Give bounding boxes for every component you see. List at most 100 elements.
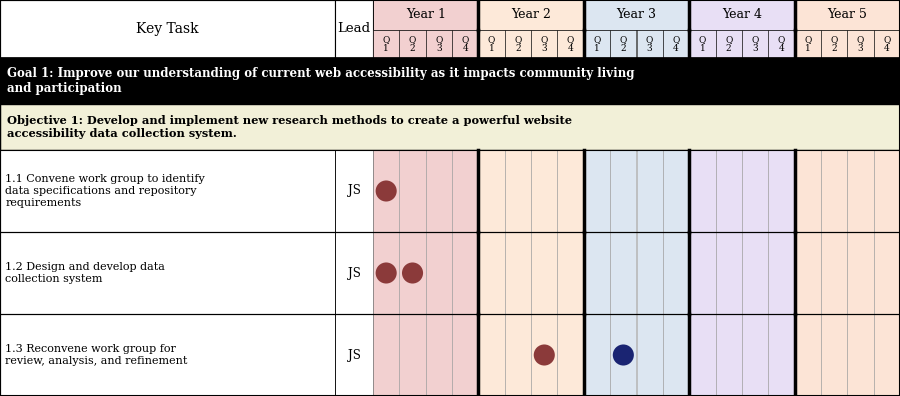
Text: Year 5: Year 5 (827, 8, 868, 21)
Bar (716, 314, 742, 396)
Bar (373, 314, 400, 396)
Bar (689, 30, 716, 58)
Bar (452, 314, 479, 396)
Bar (505, 232, 531, 314)
Text: Q
4: Q 4 (567, 35, 574, 53)
Ellipse shape (534, 345, 554, 366)
Text: Q
4: Q 4 (778, 35, 785, 53)
Ellipse shape (375, 263, 397, 284)
Text: Q
2: Q 2 (514, 35, 522, 53)
Bar (636, 232, 662, 314)
Bar (335, 0, 373, 58)
Bar (0, 104, 900, 150)
Bar (847, 314, 874, 396)
Bar (0, 232, 335, 314)
Bar (452, 30, 479, 58)
Bar (847, 150, 874, 232)
Bar (769, 232, 795, 314)
Bar (0, 232, 900, 314)
Bar (769, 30, 795, 58)
Bar (716, 30, 742, 58)
Text: Q
2: Q 2 (831, 35, 838, 53)
Bar (0, 0, 335, 58)
Text: Q
2: Q 2 (409, 35, 416, 53)
Bar (557, 314, 584, 396)
Bar (531, 30, 557, 58)
Bar (662, 150, 689, 232)
Text: Q
1: Q 1 (382, 35, 390, 53)
Text: Year 4: Year 4 (722, 8, 762, 21)
Bar (689, 314, 716, 396)
Bar (716, 232, 742, 314)
Text: Q
1: Q 1 (698, 35, 706, 53)
Bar (505, 150, 531, 232)
Text: Q
4: Q 4 (672, 35, 680, 53)
Bar (584, 30, 610, 58)
Bar (795, 0, 900, 30)
Bar (373, 150, 400, 232)
Bar (557, 232, 584, 314)
Text: Key Task: Key Task (136, 22, 199, 36)
Bar (795, 30, 821, 58)
Text: JS: JS (347, 267, 360, 280)
Bar (874, 150, 900, 232)
Text: JS: JS (347, 185, 360, 198)
Bar (636, 30, 662, 58)
Bar (531, 150, 557, 232)
Text: JS: JS (347, 348, 360, 362)
Text: Q
3: Q 3 (857, 35, 864, 53)
Bar (662, 30, 689, 58)
Bar (557, 30, 584, 58)
Bar (742, 232, 769, 314)
Text: Q
3: Q 3 (436, 35, 443, 53)
Bar (479, 314, 505, 396)
Text: Objective 1: Develop and implement new research methods to create a powerful web: Objective 1: Develop and implement new r… (7, 115, 572, 139)
Bar (636, 150, 662, 232)
Bar (0, 58, 900, 104)
Text: Lead: Lead (338, 23, 371, 36)
Bar (505, 314, 531, 396)
Bar (400, 232, 426, 314)
Text: Q
1: Q 1 (488, 35, 495, 53)
Ellipse shape (613, 345, 634, 366)
Bar (847, 30, 874, 58)
Bar (821, 150, 847, 232)
Bar (742, 30, 769, 58)
Bar (716, 150, 742, 232)
Text: Q
1: Q 1 (804, 35, 812, 53)
Ellipse shape (375, 181, 397, 202)
Bar (0, 0, 900, 58)
Bar (373, 232, 400, 314)
Bar (610, 314, 636, 396)
Bar (0, 150, 900, 232)
Bar (662, 314, 689, 396)
Bar (636, 314, 662, 396)
Bar (821, 232, 847, 314)
Bar (0, 314, 335, 396)
Text: Q
4: Q 4 (883, 35, 890, 53)
Text: Q
2: Q 2 (725, 35, 733, 53)
Bar (610, 232, 636, 314)
Bar (742, 314, 769, 396)
Bar (400, 30, 426, 58)
Bar (479, 232, 505, 314)
Bar (335, 232, 373, 314)
Bar (557, 150, 584, 232)
Bar (479, 150, 505, 232)
Text: Year 2: Year 2 (511, 8, 551, 21)
Text: 1.3 Reconvene work group for
review, analysis, and refinement: 1.3 Reconvene work group for review, ana… (5, 344, 188, 366)
Text: Q
3: Q 3 (646, 35, 653, 53)
Bar (795, 314, 821, 396)
Bar (426, 150, 452, 232)
Bar (400, 150, 426, 232)
Text: Year 1: Year 1 (406, 8, 446, 21)
Bar (610, 150, 636, 232)
Bar (874, 232, 900, 314)
Bar (584, 314, 610, 396)
Bar (795, 232, 821, 314)
Bar (689, 0, 795, 30)
Bar (479, 30, 505, 58)
Text: 1.1 Convene work group to identify
data specifications and repository
requiremen: 1.1 Convene work group to identify data … (5, 173, 205, 208)
Bar (662, 232, 689, 314)
Text: Year 3: Year 3 (616, 8, 656, 21)
